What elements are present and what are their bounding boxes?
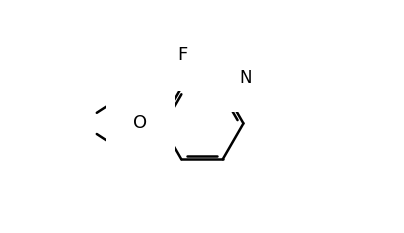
Text: H: H: [255, 69, 267, 87]
Text: N: N: [240, 69, 252, 87]
Text: O: O: [133, 114, 147, 132]
Text: F: F: [177, 46, 187, 64]
